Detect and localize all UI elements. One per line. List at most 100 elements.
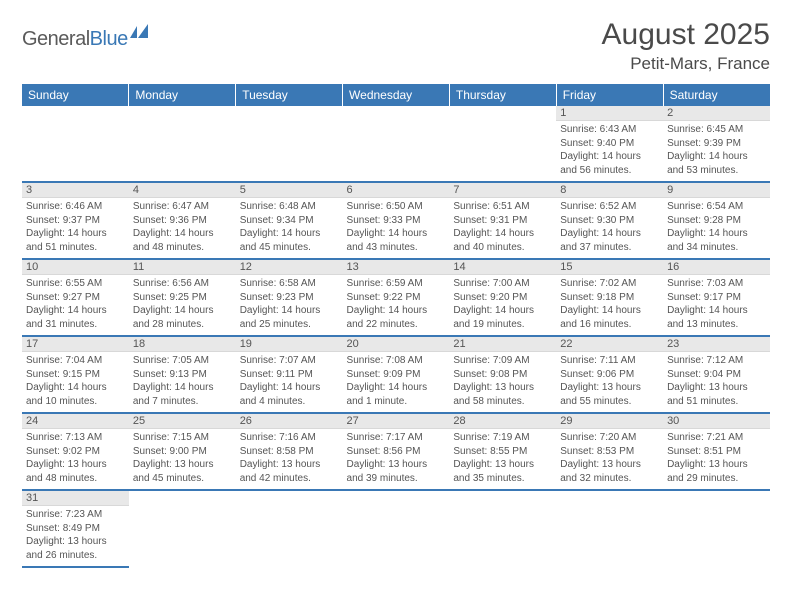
daylight-line: Daylight: 14 hours xyxy=(560,150,659,164)
day-number: 15 xyxy=(556,260,663,275)
sunrise-line: Sunrise: 7:02 AM xyxy=(560,277,659,291)
day-number: 16 xyxy=(663,260,770,275)
day-details: Sunrise: 7:03 AMSunset: 9:17 PMDaylight:… xyxy=(663,275,770,335)
day-number: 22 xyxy=(556,337,663,352)
calendar-cell: 23Sunrise: 7:12 AMSunset: 9:04 PMDayligh… xyxy=(663,336,770,413)
calendar-row: 31Sunrise: 7:23 AMSunset: 8:49 PMDayligh… xyxy=(22,490,770,567)
day-details: Sunrise: 6:56 AMSunset: 9:25 PMDaylight:… xyxy=(129,275,236,335)
day-details: Sunrise: 6:50 AMSunset: 9:33 PMDaylight:… xyxy=(343,198,450,258)
day-details: Sunrise: 6:54 AMSunset: 9:28 PMDaylight:… xyxy=(663,198,770,258)
sunrise-line: Sunrise: 7:20 AM xyxy=(560,431,659,445)
day-header-sun: Sunday xyxy=(22,84,129,106)
daylight-line: Daylight: 14 hours xyxy=(560,227,659,241)
calendar-cell: 31Sunrise: 7:23 AMSunset: 8:49 PMDayligh… xyxy=(22,490,129,567)
daylight-line: Daylight: 14 hours xyxy=(26,304,125,318)
daylight-line: Daylight: 14 hours xyxy=(26,227,125,241)
daylight-line: and 13 minutes. xyxy=(667,318,766,332)
daylight-line: and 56 minutes. xyxy=(560,164,659,178)
day-number: 20 xyxy=(343,337,450,352)
sunset-line: Sunset: 9:04 PM xyxy=(667,368,766,382)
day-header-thu: Thursday xyxy=(449,84,556,106)
day-details: Sunrise: 7:21 AMSunset: 8:51 PMDaylight:… xyxy=(663,429,770,489)
daylight-line: and 19 minutes. xyxy=(453,318,552,332)
calendar-cell: 22Sunrise: 7:11 AMSunset: 9:06 PMDayligh… xyxy=(556,336,663,413)
day-number: 29 xyxy=(556,414,663,429)
sunset-line: Sunset: 9:36 PM xyxy=(133,214,232,228)
sunrise-line: Sunrise: 6:56 AM xyxy=(133,277,232,291)
sunset-line: Sunset: 8:51 PM xyxy=(667,445,766,459)
calendar-cell: 2Sunrise: 6:45 AMSunset: 9:39 PMDaylight… xyxy=(663,106,770,182)
day-details: Sunrise: 6:58 AMSunset: 9:23 PMDaylight:… xyxy=(236,275,343,335)
day-details: Sunrise: 7:07 AMSunset: 9:11 PMDaylight:… xyxy=(236,352,343,412)
sunset-line: Sunset: 9:22 PM xyxy=(347,291,446,305)
day-details: Sunrise: 7:19 AMSunset: 8:55 PMDaylight:… xyxy=(449,429,556,489)
day-number: 21 xyxy=(449,337,556,352)
daylight-line: and 39 minutes. xyxy=(347,472,446,486)
sunset-line: Sunset: 9:08 PM xyxy=(453,368,552,382)
day-number: 24 xyxy=(22,414,129,429)
day-number: 19 xyxy=(236,337,343,352)
day-details: Sunrise: 6:48 AMSunset: 9:34 PMDaylight:… xyxy=(236,198,343,258)
day-number: 2 xyxy=(663,106,770,121)
daylight-line: and 7 minutes. xyxy=(133,395,232,409)
sunrise-line: Sunrise: 7:13 AM xyxy=(26,431,125,445)
daylight-line: Daylight: 13 hours xyxy=(26,458,125,472)
day-details: Sunrise: 7:09 AMSunset: 9:08 PMDaylight:… xyxy=(449,352,556,412)
sunrise-line: Sunrise: 6:51 AM xyxy=(453,200,552,214)
daylight-line: and 53 minutes. xyxy=(667,164,766,178)
day-number: 9 xyxy=(663,183,770,198)
sunrise-line: Sunrise: 6:52 AM xyxy=(560,200,659,214)
daylight-line: and 4 minutes. xyxy=(240,395,339,409)
calendar-cell: 14Sunrise: 7:00 AMSunset: 9:20 PMDayligh… xyxy=(449,259,556,336)
calendar-cell xyxy=(343,106,450,182)
calendar-cell: 29Sunrise: 7:20 AMSunset: 8:53 PMDayligh… xyxy=(556,413,663,490)
day-details: Sunrise: 6:47 AMSunset: 9:36 PMDaylight:… xyxy=(129,198,236,258)
logo-text-blue: Blue xyxy=(90,28,128,51)
sunrise-line: Sunrise: 7:17 AM xyxy=(347,431,446,445)
calendar-row: 1Sunrise: 6:43 AMSunset: 9:40 PMDaylight… xyxy=(22,106,770,182)
daylight-line: Daylight: 14 hours xyxy=(667,150,766,164)
sunset-line: Sunset: 9:13 PM xyxy=(133,368,232,382)
day-details: Sunrise: 7:02 AMSunset: 9:18 PMDaylight:… xyxy=(556,275,663,335)
daylight-line: and 35 minutes. xyxy=(453,472,552,486)
daylight-line: Daylight: 13 hours xyxy=(453,381,552,395)
sunrise-line: Sunrise: 7:09 AM xyxy=(453,354,552,368)
day-number: 5 xyxy=(236,183,343,198)
sunrise-line: Sunrise: 6:59 AM xyxy=(347,277,446,291)
calendar-cell xyxy=(449,106,556,182)
calendar-cell: 5Sunrise: 6:48 AMSunset: 9:34 PMDaylight… xyxy=(236,182,343,259)
day-header-wed: Wednesday xyxy=(343,84,450,106)
daylight-line: Daylight: 13 hours xyxy=(667,381,766,395)
logo: GeneralBlue xyxy=(22,24,152,55)
daylight-line: Daylight: 13 hours xyxy=(560,381,659,395)
day-number: 4 xyxy=(129,183,236,198)
daylight-line: Daylight: 14 hours xyxy=(26,381,125,395)
daylight-line: and 22 minutes. xyxy=(347,318,446,332)
calendar-cell: 25Sunrise: 7:15 AMSunset: 9:00 PMDayligh… xyxy=(129,413,236,490)
daylight-line: Daylight: 13 hours xyxy=(240,458,339,472)
sunset-line: Sunset: 9:25 PM xyxy=(133,291,232,305)
day-header-mon: Monday xyxy=(129,84,236,106)
location-label: Petit-Mars, France xyxy=(602,54,770,74)
sunset-line: Sunset: 9:31 PM xyxy=(453,214,552,228)
sunrise-line: Sunrise: 7:21 AM xyxy=(667,431,766,445)
sunrise-line: Sunrise: 6:45 AM xyxy=(667,123,766,137)
calendar-cell xyxy=(556,490,663,567)
sunset-line: Sunset: 9:34 PM xyxy=(240,214,339,228)
calendar-cell: 8Sunrise: 6:52 AMSunset: 9:30 PMDaylight… xyxy=(556,182,663,259)
day-number: 18 xyxy=(129,337,236,352)
sunset-line: Sunset: 9:37 PM xyxy=(26,214,125,228)
daylight-line: Daylight: 14 hours xyxy=(667,304,766,318)
day-details: Sunrise: 7:15 AMSunset: 9:00 PMDaylight:… xyxy=(129,429,236,489)
daylight-line: and 25 minutes. xyxy=(240,318,339,332)
day-header-row: Sunday Monday Tuesday Wednesday Thursday… xyxy=(22,84,770,106)
calendar-cell xyxy=(22,106,129,182)
day-number: 14 xyxy=(449,260,556,275)
calendar-cell: 3Sunrise: 6:46 AMSunset: 9:37 PMDaylight… xyxy=(22,182,129,259)
calendar-cell: 30Sunrise: 7:21 AMSunset: 8:51 PMDayligh… xyxy=(663,413,770,490)
sunrise-line: Sunrise: 7:23 AM xyxy=(26,508,125,522)
calendar-cell: 10Sunrise: 6:55 AMSunset: 9:27 PMDayligh… xyxy=(22,259,129,336)
sunrise-line: Sunrise: 7:19 AM xyxy=(453,431,552,445)
daylight-line: and 45 minutes. xyxy=(133,472,232,486)
calendar-cell: 17Sunrise: 7:04 AMSunset: 9:15 PMDayligh… xyxy=(22,336,129,413)
